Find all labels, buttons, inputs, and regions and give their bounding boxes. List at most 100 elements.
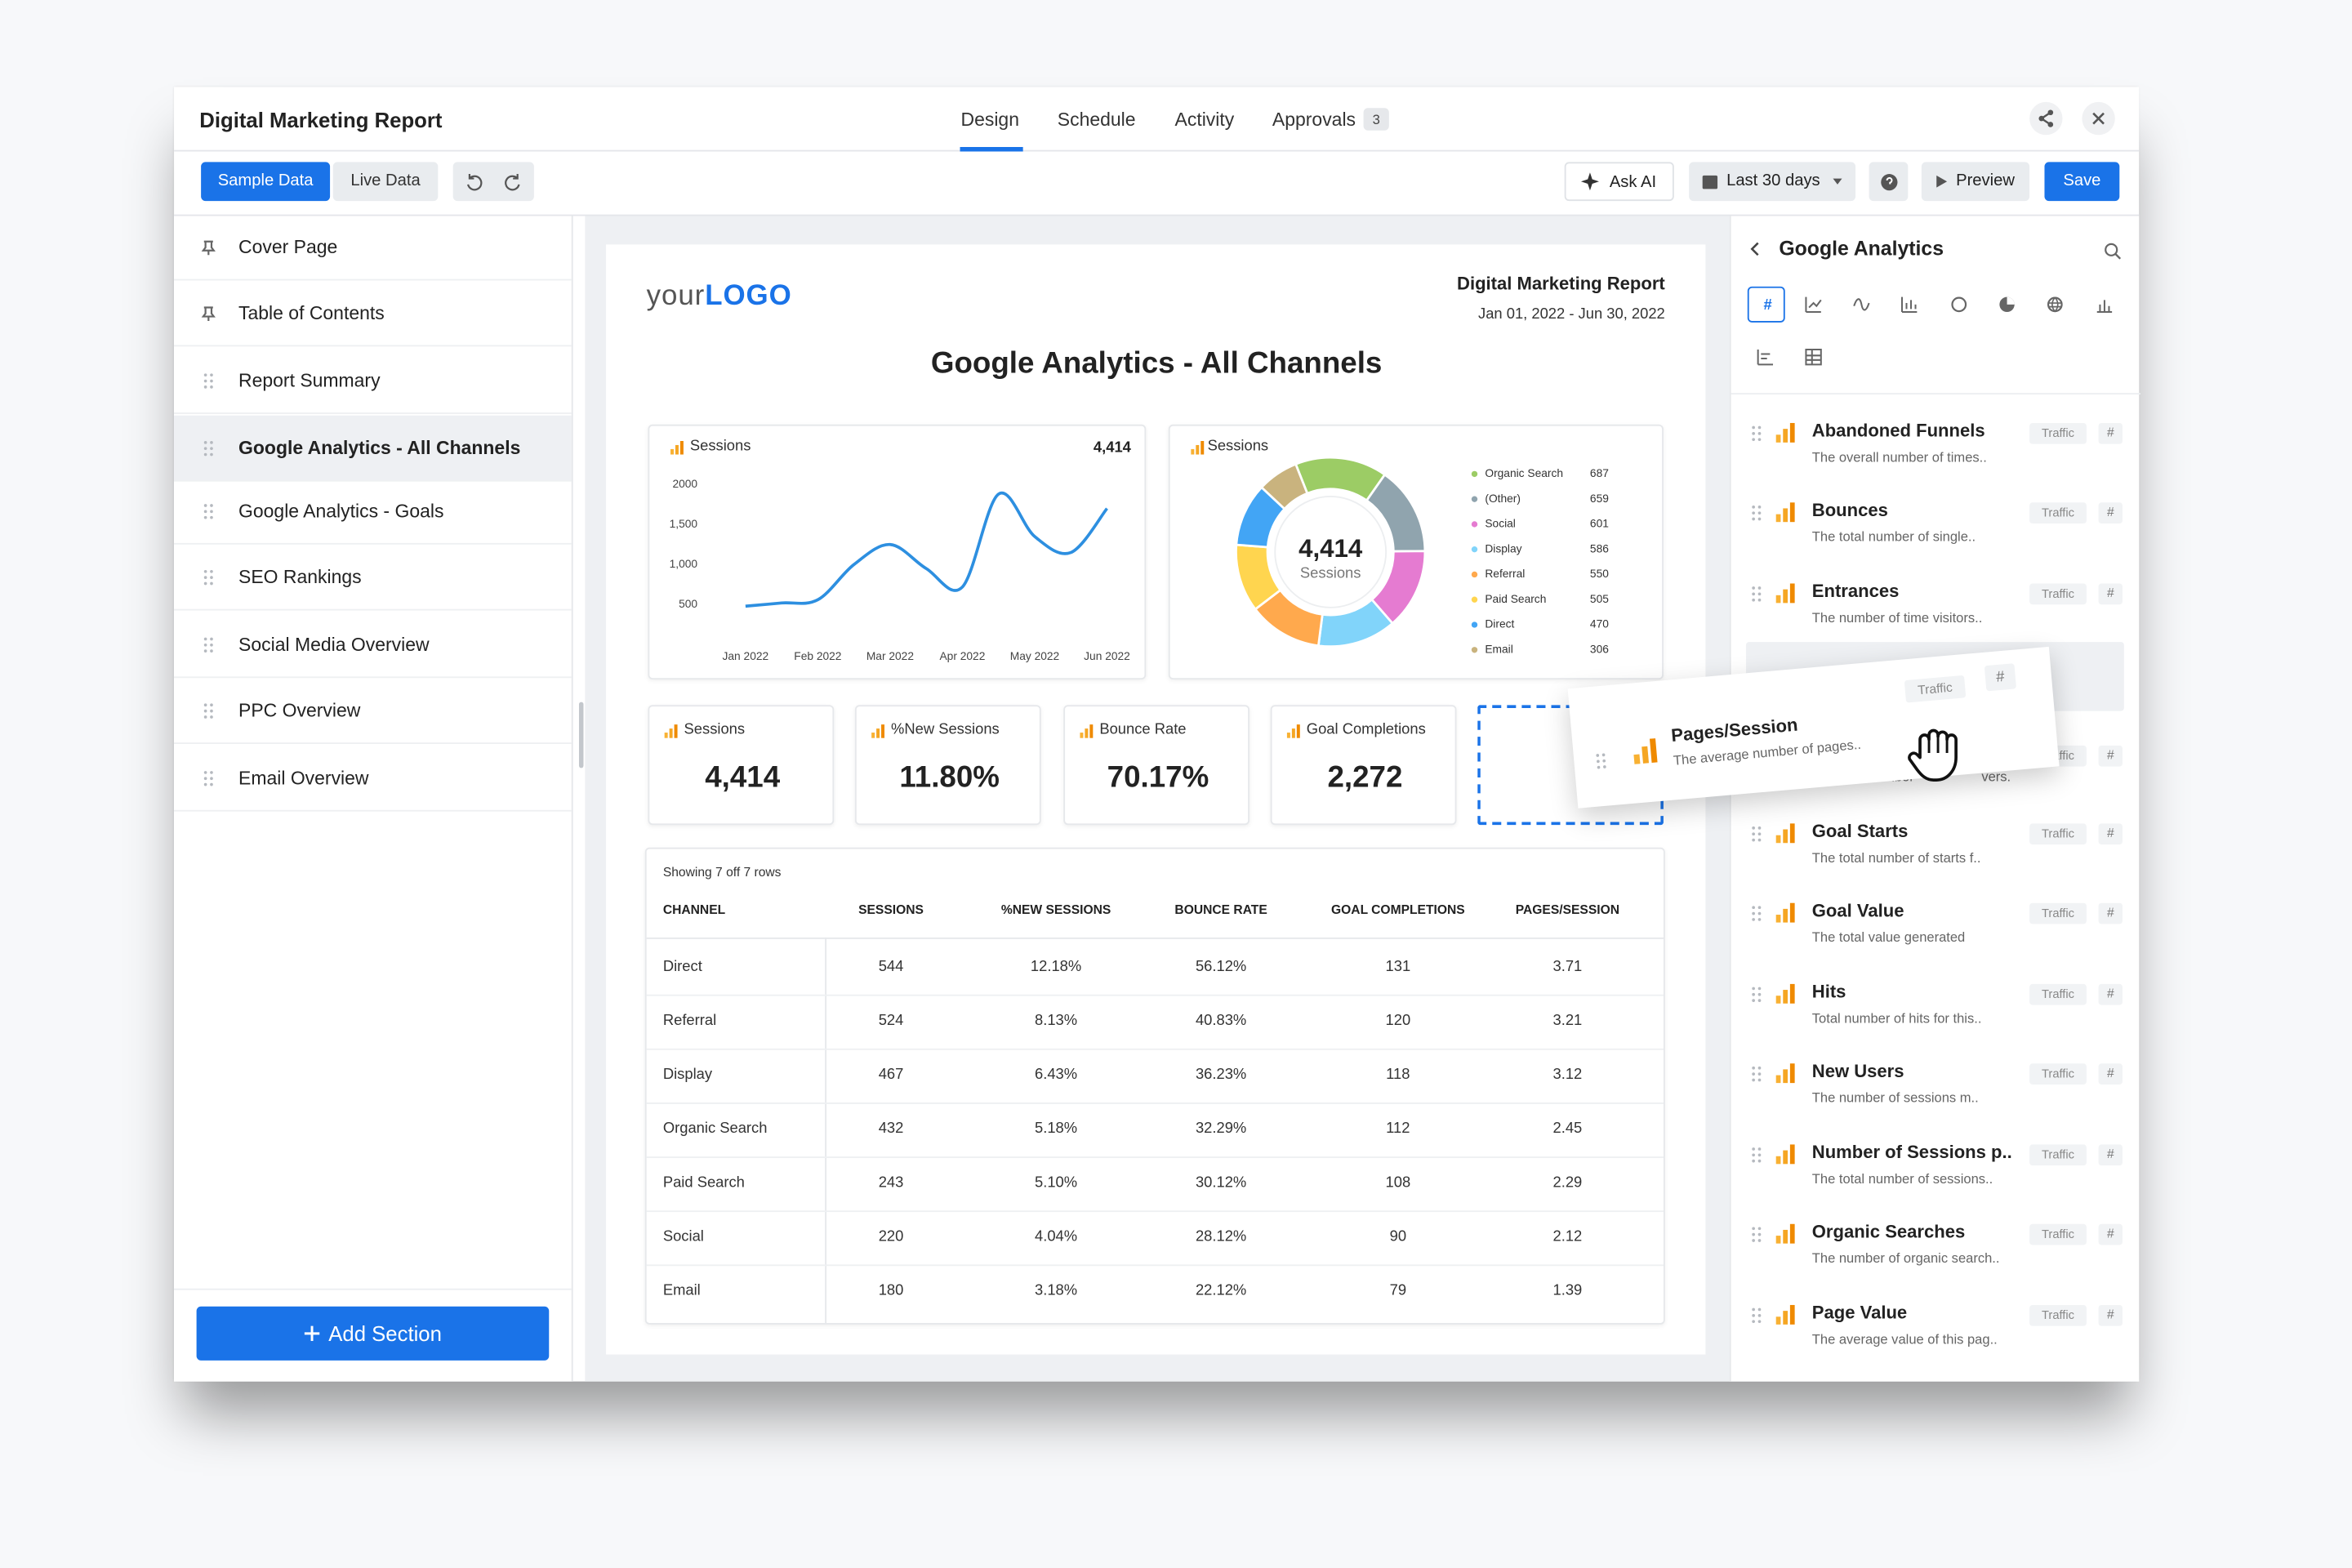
live-data-button[interactable]: Live Data bbox=[332, 162, 439, 202]
icon bbox=[1833, 178, 1842, 185]
dot bbox=[1757, 511, 1762, 515]
pin-icon bbox=[201, 306, 216, 322]
section-name[interactable]: PPC Overview bbox=[238, 700, 361, 722]
metric-tag-label: Traffic bbox=[2041, 987, 2075, 1001]
add-section-button[interactable]: Add Section bbox=[196, 1306, 550, 1361]
dot bbox=[210, 649, 213, 653]
dot bbox=[1752, 911, 1755, 915]
dot bbox=[1752, 1159, 1755, 1163]
section-row[interactable] bbox=[174, 746, 572, 812]
section-row[interactable] bbox=[174, 215, 572, 281]
table-cell: 467 bbox=[878, 1067, 904, 1084]
table-cell: Email bbox=[662, 1282, 701, 1300]
metric-icon bbox=[1633, 738, 1658, 764]
metric-type-label: # bbox=[1995, 668, 2006, 686]
save-button[interactable]: Save bbox=[2044, 162, 2120, 202]
play-glyph bbox=[1936, 175, 1947, 188]
bar-glyph bbox=[1782, 1068, 1788, 1083]
section-name[interactable]: Email Overview bbox=[238, 768, 369, 789]
bar-glyph bbox=[679, 440, 683, 454]
dot bbox=[1752, 1307, 1755, 1312]
section-name[interactable]: Report Summary bbox=[238, 370, 381, 392]
panel-divider bbox=[1731, 393, 2141, 395]
section-name[interactable]: Google Analytics - All Channels bbox=[238, 437, 521, 459]
icon bbox=[304, 1325, 320, 1342]
metric-name[interactable]: Goal Value bbox=[1811, 900, 1904, 921]
drag-handle bbox=[1752, 1066, 1762, 1082]
sample-data-button[interactable]: Sample Data bbox=[201, 162, 331, 202]
metric-description: The number of sessions m.. bbox=[1811, 1089, 1979, 1106]
bar-glyph bbox=[1200, 440, 1204, 454]
metric-name[interactable]: Page Value bbox=[1811, 1302, 1908, 1324]
dragged-metric-card[interactable]: Pages/Session The average number of pages… bbox=[1567, 646, 2060, 808]
section-row[interactable] bbox=[174, 348, 572, 414]
table-row-divider bbox=[646, 1210, 1664, 1213]
tab[interactable]: Design bbox=[960, 109, 1019, 131]
metric-name[interactable]: Abandoned Funnels bbox=[1811, 420, 1985, 442]
dot bbox=[210, 703, 213, 707]
metric-icon bbox=[871, 724, 884, 737]
chart-type-selected[interactable]: # bbox=[1747, 286, 1785, 323]
metric-name[interactable]: Hits bbox=[1811, 981, 1846, 1003]
table-row-divider bbox=[646, 1264, 1664, 1267]
metric-tag: Traffic bbox=[2029, 1223, 2087, 1245]
chart-title: Sessions bbox=[689, 438, 751, 455]
metric-name[interactable]: Goal Starts bbox=[1811, 820, 1909, 842]
dot bbox=[203, 452, 207, 457]
metric-name[interactable]: Number of Sessions p.. bbox=[1811, 1141, 2012, 1163]
kpi-value: 2,272 bbox=[1327, 761, 1403, 795]
section-name[interactable]: Cover Page bbox=[238, 236, 338, 258]
column-header: CHANNEL bbox=[662, 902, 726, 917]
dot bbox=[210, 510, 213, 514]
ask-ai-button[interactable]: Ask AI bbox=[1564, 162, 1674, 202]
drag-handle bbox=[203, 504, 213, 519]
metric-tag: Traffic bbox=[2029, 1063, 2087, 1085]
bar-glyph bbox=[875, 728, 880, 737]
metric-tag: Traffic bbox=[2029, 902, 2087, 924]
section-row[interactable] bbox=[174, 415, 572, 482]
dot bbox=[1757, 517, 1762, 521]
glyph bbox=[1951, 296, 1967, 313]
metric-name[interactable]: New Users bbox=[1811, 1060, 1904, 1082]
hand-glyph bbox=[1908, 728, 1958, 782]
bar-glyph bbox=[1290, 728, 1294, 737]
tab[interactable]: Approvals bbox=[1272, 109, 1356, 131]
dot bbox=[210, 771, 213, 774]
dot bbox=[1596, 754, 1600, 757]
dot bbox=[1757, 838, 1762, 842]
section-name[interactable]: Google Analytics - Goals bbox=[238, 501, 444, 522]
kpi-value: 11.80% bbox=[899, 761, 1000, 795]
table-cell: Direct bbox=[662, 959, 702, 976]
section-row[interactable] bbox=[174, 545, 572, 611]
section-row[interactable] bbox=[174, 479, 572, 545]
glyph bbox=[1805, 348, 1822, 366]
section-row[interactable] bbox=[174, 612, 572, 679]
metric-name[interactable]: Bounces bbox=[1811, 499, 1888, 521]
metric-description: The overall number of times.. bbox=[1811, 449, 1987, 466]
undo-redo[interactable] bbox=[452, 162, 534, 202]
section-row[interactable] bbox=[174, 280, 572, 347]
section-name[interactable]: Table of Contents bbox=[238, 302, 385, 324]
section-name[interactable]: Social Media Overview bbox=[238, 634, 430, 656]
tab[interactable]: Activity bbox=[1174, 109, 1235, 131]
metric-type-label: # bbox=[2106, 1146, 2114, 1161]
section-row[interactable] bbox=[174, 678, 572, 745]
tab[interactable]: Schedule bbox=[1057, 109, 1136, 131]
table-cell: Display bbox=[662, 1067, 713, 1084]
table-cell: 243 bbox=[878, 1174, 904, 1192]
dot bbox=[203, 510, 207, 514]
metric-name[interactable]: Entrances bbox=[1811, 581, 1900, 602]
dot bbox=[1757, 1072, 1762, 1076]
column-header: PAGES/SESSION bbox=[1515, 902, 1620, 917]
metric-description: The total number of single.. bbox=[1811, 529, 1976, 545]
share-bg bbox=[2029, 101, 2063, 136]
metric-name[interactable]: Organic Searches bbox=[1811, 1221, 1966, 1243]
share-node bbox=[2047, 122, 2054, 127]
dot bbox=[203, 777, 207, 781]
section-name[interactable]: SEO Rankings bbox=[238, 566, 362, 588]
preview-button[interactable]: Preview bbox=[1921, 162, 2030, 202]
bar-glyph bbox=[1195, 444, 1199, 454]
date-range-button[interactable]: Last 30 days bbox=[1689, 162, 1856, 202]
help-button[interactable] bbox=[1869, 162, 1909, 202]
bar-glyph bbox=[663, 732, 667, 737]
